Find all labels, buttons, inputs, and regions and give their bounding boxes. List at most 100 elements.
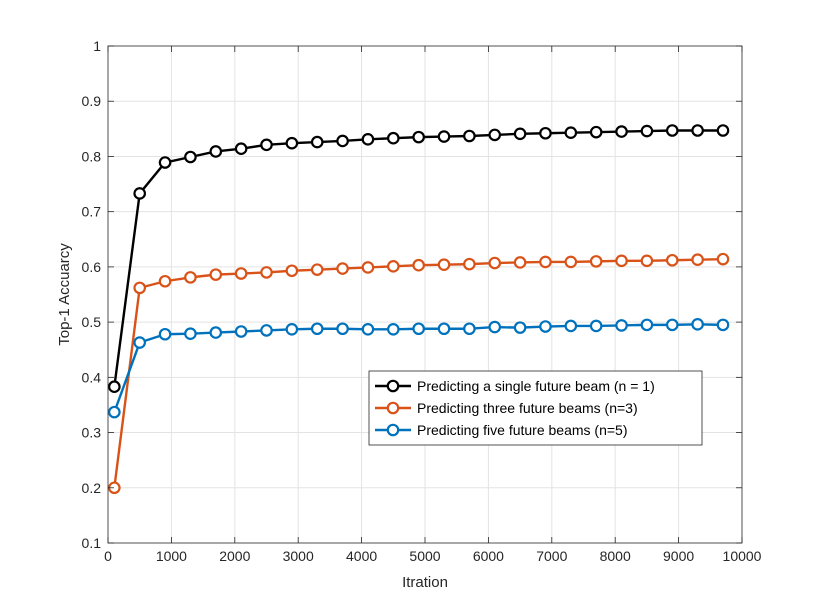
data-point bbox=[108, 380, 121, 394]
legend-item: Predicting a single future beam (n = 1) bbox=[375, 378, 655, 394]
data-point bbox=[691, 124, 704, 137]
data-point bbox=[260, 138, 273, 152]
data-point bbox=[463, 322, 476, 336]
x-tick-label: 6000 bbox=[473, 548, 504, 564]
data-point bbox=[539, 320, 552, 333]
data-point bbox=[716, 252, 730, 266]
legend-label: Predicting five future beams (n=5) bbox=[417, 422, 628, 438]
data-point bbox=[260, 324, 273, 337]
data-point bbox=[361, 322, 375, 336]
axis-ticks: 0 1000 2000 3000 4000 5000 6000 7000 8000 9000 100… bbox=[82, 38, 762, 564]
data-point bbox=[285, 322, 299, 336]
data-point bbox=[564, 255, 578, 269]
data-point bbox=[412, 322, 425, 336]
series-3 bbox=[108, 318, 730, 419]
data-point bbox=[184, 150, 197, 164]
data-point bbox=[158, 156, 172, 169]
data-point bbox=[386, 260, 400, 273]
data-point bbox=[437, 322, 451, 336]
data-point bbox=[158, 327, 172, 341]
x-tick-label: 10000 bbox=[723, 548, 762, 564]
series-group bbox=[108, 124, 730, 495]
data-point bbox=[463, 129, 476, 143]
y-axis-label: Top-1 Accuarcy bbox=[56, 243, 73, 346]
y-tick-label: 0.1 bbox=[82, 535, 102, 551]
x-tick-label: 7000 bbox=[536, 548, 567, 564]
data-point bbox=[488, 320, 502, 334]
data-point bbox=[234, 267, 248, 280]
legend-item: Predicting three future beams (n=3) bbox=[375, 400, 638, 416]
data-point bbox=[513, 321, 527, 334]
data-point bbox=[361, 261, 375, 274]
data-point bbox=[133, 281, 146, 295]
y-tick-label: 1 bbox=[93, 38, 101, 54]
x-axis-label: Itration bbox=[402, 574, 448, 591]
data-point bbox=[412, 258, 425, 272]
data-point bbox=[437, 130, 451, 143]
data-point bbox=[691, 253, 704, 267]
x-tick-label: 0 bbox=[104, 548, 112, 564]
data-point bbox=[716, 124, 730, 137]
data-point bbox=[691, 318, 704, 331]
data-point bbox=[336, 134, 349, 148]
series-2 bbox=[108, 252, 730, 495]
data-point bbox=[310, 263, 324, 276]
data-point bbox=[108, 405, 121, 419]
x-tick-label: 2000 bbox=[219, 548, 250, 564]
data-point bbox=[513, 127, 527, 141]
y-tick-label: 0.2 bbox=[82, 480, 102, 496]
y-tick-label: 0.3 bbox=[82, 425, 102, 441]
data-point bbox=[615, 319, 628, 332]
data-point bbox=[285, 136, 299, 150]
data-point bbox=[488, 256, 502, 270]
data-point bbox=[133, 336, 146, 349]
data-point bbox=[209, 268, 223, 281]
data-point bbox=[640, 124, 654, 138]
y-tick-label: 0.9 bbox=[82, 93, 102, 109]
data-point bbox=[539, 126, 552, 140]
y-tick-label: 0.5 bbox=[82, 314, 102, 330]
data-point bbox=[716, 318, 730, 332]
data-point bbox=[412, 130, 425, 144]
data-point bbox=[361, 133, 375, 146]
data-point bbox=[615, 125, 628, 138]
data-point bbox=[564, 319, 578, 333]
data-point bbox=[310, 135, 324, 149]
data-point bbox=[234, 142, 248, 156]
x-tick-label: 9000 bbox=[663, 548, 694, 564]
data-point bbox=[386, 322, 400, 336]
legend-marker bbox=[386, 401, 400, 415]
x-tick-label: 5000 bbox=[409, 548, 440, 564]
y-tick-label: 0.4 bbox=[82, 369, 102, 385]
data-point bbox=[336, 262, 349, 275]
x-tick-label: 8000 bbox=[600, 548, 631, 564]
legend-marker bbox=[386, 379, 400, 393]
legend-box bbox=[368, 370, 703, 446]
data-point bbox=[589, 319, 603, 333]
data-point bbox=[488, 128, 502, 142]
data-point bbox=[564, 126, 578, 139]
data-point bbox=[539, 255, 552, 269]
x-tick-label: 3000 bbox=[283, 548, 314, 564]
legend: Predicting a single future beam (n = 1) P… bbox=[368, 370, 703, 446]
data-point bbox=[640, 318, 654, 332]
data-point bbox=[640, 254, 654, 268]
x-tick-label: 1000 bbox=[156, 548, 187, 564]
data-point bbox=[184, 327, 197, 341]
y-tick-label: 0.8 bbox=[82, 148, 102, 164]
data-point bbox=[589, 255, 603, 268]
data-point bbox=[437, 258, 451, 271]
data-point bbox=[209, 145, 223, 158]
y-tick-label: 0.6 bbox=[82, 259, 102, 275]
legend-item: Predicting five future beams (n=5) bbox=[375, 422, 628, 438]
data-point bbox=[234, 325, 248, 338]
data-point bbox=[463, 257, 476, 271]
data-point bbox=[589, 125, 603, 139]
legend-label: Predicting a single future beam (n = 1) bbox=[417, 378, 655, 394]
y-tick-label: 0.7 bbox=[82, 204, 102, 220]
data-point bbox=[665, 124, 679, 137]
legend-marker bbox=[386, 423, 400, 437]
x-tick-label: 4000 bbox=[346, 548, 377, 564]
data-point bbox=[513, 256, 527, 269]
